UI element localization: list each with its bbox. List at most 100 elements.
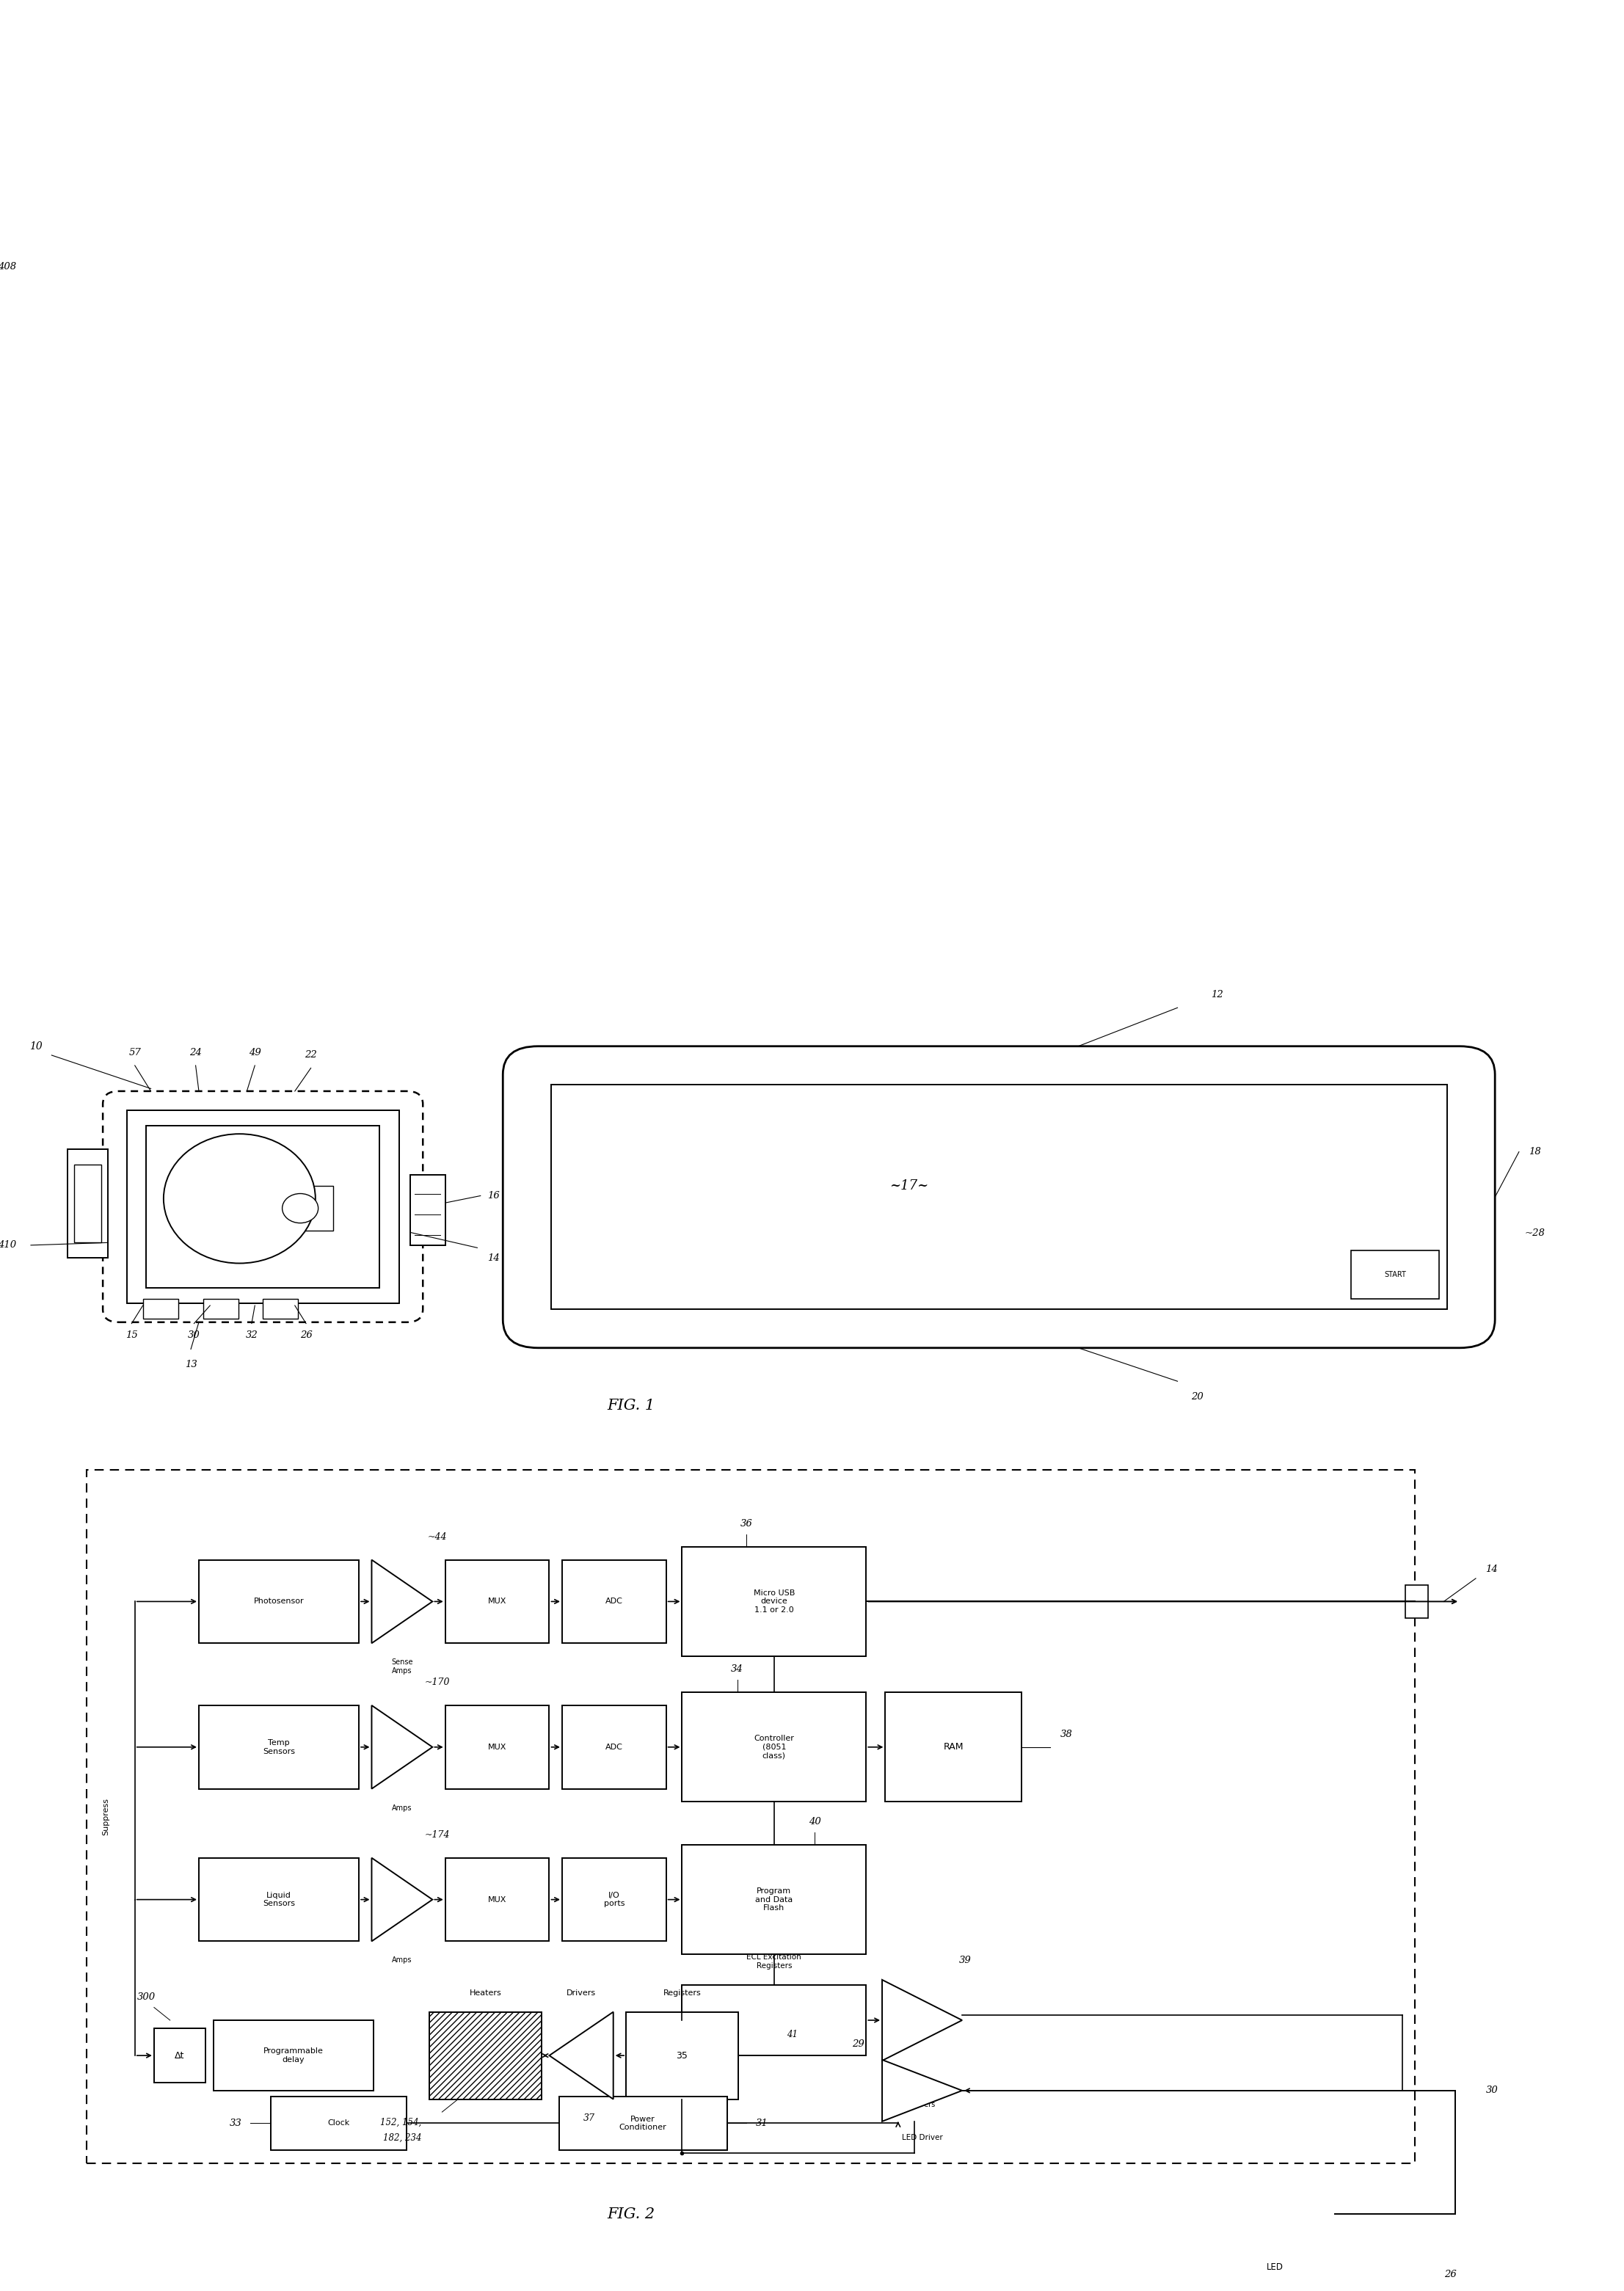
Polygon shape — [372, 1858, 432, 1940]
Bar — [198, 1858, 359, 1940]
Bar — [682, 1546, 866, 1656]
Text: MUX: MUX — [487, 1597, 507, 1606]
Polygon shape — [372, 1705, 432, 1789]
Bar — [154, 2028, 205, 2083]
Bar — [68, 1148, 107, 1258]
Text: 152, 154,: 152, 154, — [380, 2117, 421, 2126]
Text: ECL
Excitation
Drivers: ECL Excitation Drivers — [905, 2085, 940, 2108]
Text: Controller
(8051
class): Controller (8051 class) — [754, 1734, 794, 1759]
Bar — [411, 1175, 445, 1246]
Text: Photosensor: Photosensor — [253, 1597, 304, 1606]
Text: ~17~: ~17~ — [890, 1180, 929, 1191]
Text: 300: 300 — [136, 1993, 156, 2002]
Text: 39: 39 — [960, 1957, 971, 1966]
Text: 37: 37 — [583, 2115, 594, 2124]
Text: I/O
ports: I/O ports — [604, 1892, 625, 1908]
Bar — [146, 1125, 380, 1288]
Text: LED Driver: LED Driver — [901, 2135, 942, 2142]
Bar — [198, 1705, 359, 1789]
Text: 30: 30 — [188, 1331, 200, 1340]
Bar — [562, 1858, 666, 1940]
Bar — [562, 1705, 666, 1789]
Bar — [143, 1299, 179, 1317]
Text: 16: 16 — [487, 1191, 500, 1200]
Bar — [627, 2011, 737, 2099]
Text: Sense
Amps: Sense Amps — [391, 1659, 412, 1675]
Text: 26: 26 — [300, 1331, 312, 1340]
Bar — [562, 1560, 666, 1643]
Ellipse shape — [283, 1194, 318, 1223]
Bar — [551, 1084, 1447, 1310]
Text: FIG. 2: FIG. 2 — [607, 2206, 654, 2222]
Polygon shape — [882, 2060, 961, 2121]
Bar — [885, 1693, 1021, 1801]
Bar — [198, 1560, 359, 1643]
Text: 24: 24 — [190, 1047, 201, 1058]
Polygon shape — [882, 1979, 961, 2060]
Bar — [86, 1471, 1415, 2163]
Bar — [271, 2096, 408, 2151]
Text: Clock: Clock — [328, 2119, 349, 2126]
Text: Amps: Amps — [391, 1805, 412, 1812]
Text: 14: 14 — [487, 1253, 500, 1262]
Ellipse shape — [164, 1134, 315, 1262]
Text: 26: 26 — [1444, 2270, 1457, 2280]
Text: 34: 34 — [731, 1666, 744, 1675]
Text: 38: 38 — [1060, 1730, 1072, 1739]
Text: MUX: MUX — [487, 1743, 507, 1750]
Text: 57: 57 — [128, 1047, 141, 1058]
Text: Registers: Registers — [663, 1989, 702, 1995]
Text: 41: 41 — [788, 2030, 797, 2039]
Text: Amps: Amps — [391, 1957, 412, 1963]
Text: 18: 18 — [1528, 1148, 1541, 1157]
Bar — [429, 2011, 541, 2099]
Text: 30: 30 — [1486, 2085, 1497, 2096]
Text: ~170: ~170 — [424, 1677, 450, 1686]
Text: 31: 31 — [755, 2119, 768, 2128]
Bar — [429, 2011, 541, 2099]
Text: START: START — [1384, 1272, 1406, 1278]
Text: ECL Excitation
Registers: ECL Excitation Registers — [747, 1954, 802, 1970]
Text: 14: 14 — [1486, 1565, 1497, 1574]
Text: 13: 13 — [185, 1361, 197, 1370]
Text: 15: 15 — [125, 1331, 138, 1340]
Text: Micro USB
device
1.1 or 2.0: Micro USB device 1.1 or 2.0 — [754, 1590, 794, 1613]
Text: 10: 10 — [29, 1040, 42, 1052]
Text: FIG. 1: FIG. 1 — [607, 1400, 654, 1414]
Bar — [1405, 1585, 1427, 1617]
Bar — [445, 1858, 549, 1940]
Polygon shape — [372, 1560, 432, 1643]
Bar — [75, 1164, 101, 1242]
Text: Power
Conditioner: Power Conditioner — [619, 2115, 666, 2131]
Bar — [203, 1299, 239, 1317]
Text: Temp
Sensors: Temp Sensors — [263, 1739, 296, 1755]
Bar — [1351, 1251, 1439, 1299]
Text: 32: 32 — [245, 1331, 258, 1340]
Text: 33: 33 — [229, 2119, 242, 2128]
Text: Drivers: Drivers — [567, 1989, 596, 1995]
Bar — [127, 1111, 400, 1304]
Text: 35: 35 — [676, 2050, 689, 2060]
Bar — [682, 1693, 866, 1801]
Text: 36: 36 — [741, 1519, 752, 1528]
Bar — [268, 1187, 333, 1230]
Text: Suppress: Suppress — [102, 1798, 110, 1835]
Text: Δt: Δt — [175, 2050, 185, 2060]
Text: ~28: ~28 — [1525, 1228, 1544, 1237]
Text: ~44: ~44 — [427, 1533, 447, 1542]
Text: 22: 22 — [305, 1052, 317, 1061]
Bar — [213, 2021, 374, 2092]
Bar — [445, 1560, 549, 1643]
Text: Program
and Data
Flash: Program and Data Flash — [755, 1888, 793, 1911]
Text: 49: 49 — [248, 1047, 261, 1058]
FancyBboxPatch shape — [503, 1047, 1496, 1347]
Bar — [682, 1984, 866, 2055]
Text: 29: 29 — [853, 2039, 864, 2048]
Text: Liquid
Sensors: Liquid Sensors — [263, 1892, 296, 1908]
Bar — [559, 2096, 728, 2151]
Text: Programmable
delay: Programmable delay — [263, 2048, 323, 2064]
Bar — [445, 1705, 549, 1789]
Text: ADC: ADC — [606, 1743, 624, 1750]
Text: ADC: ADC — [606, 1597, 624, 1606]
Bar — [682, 1844, 866, 1954]
